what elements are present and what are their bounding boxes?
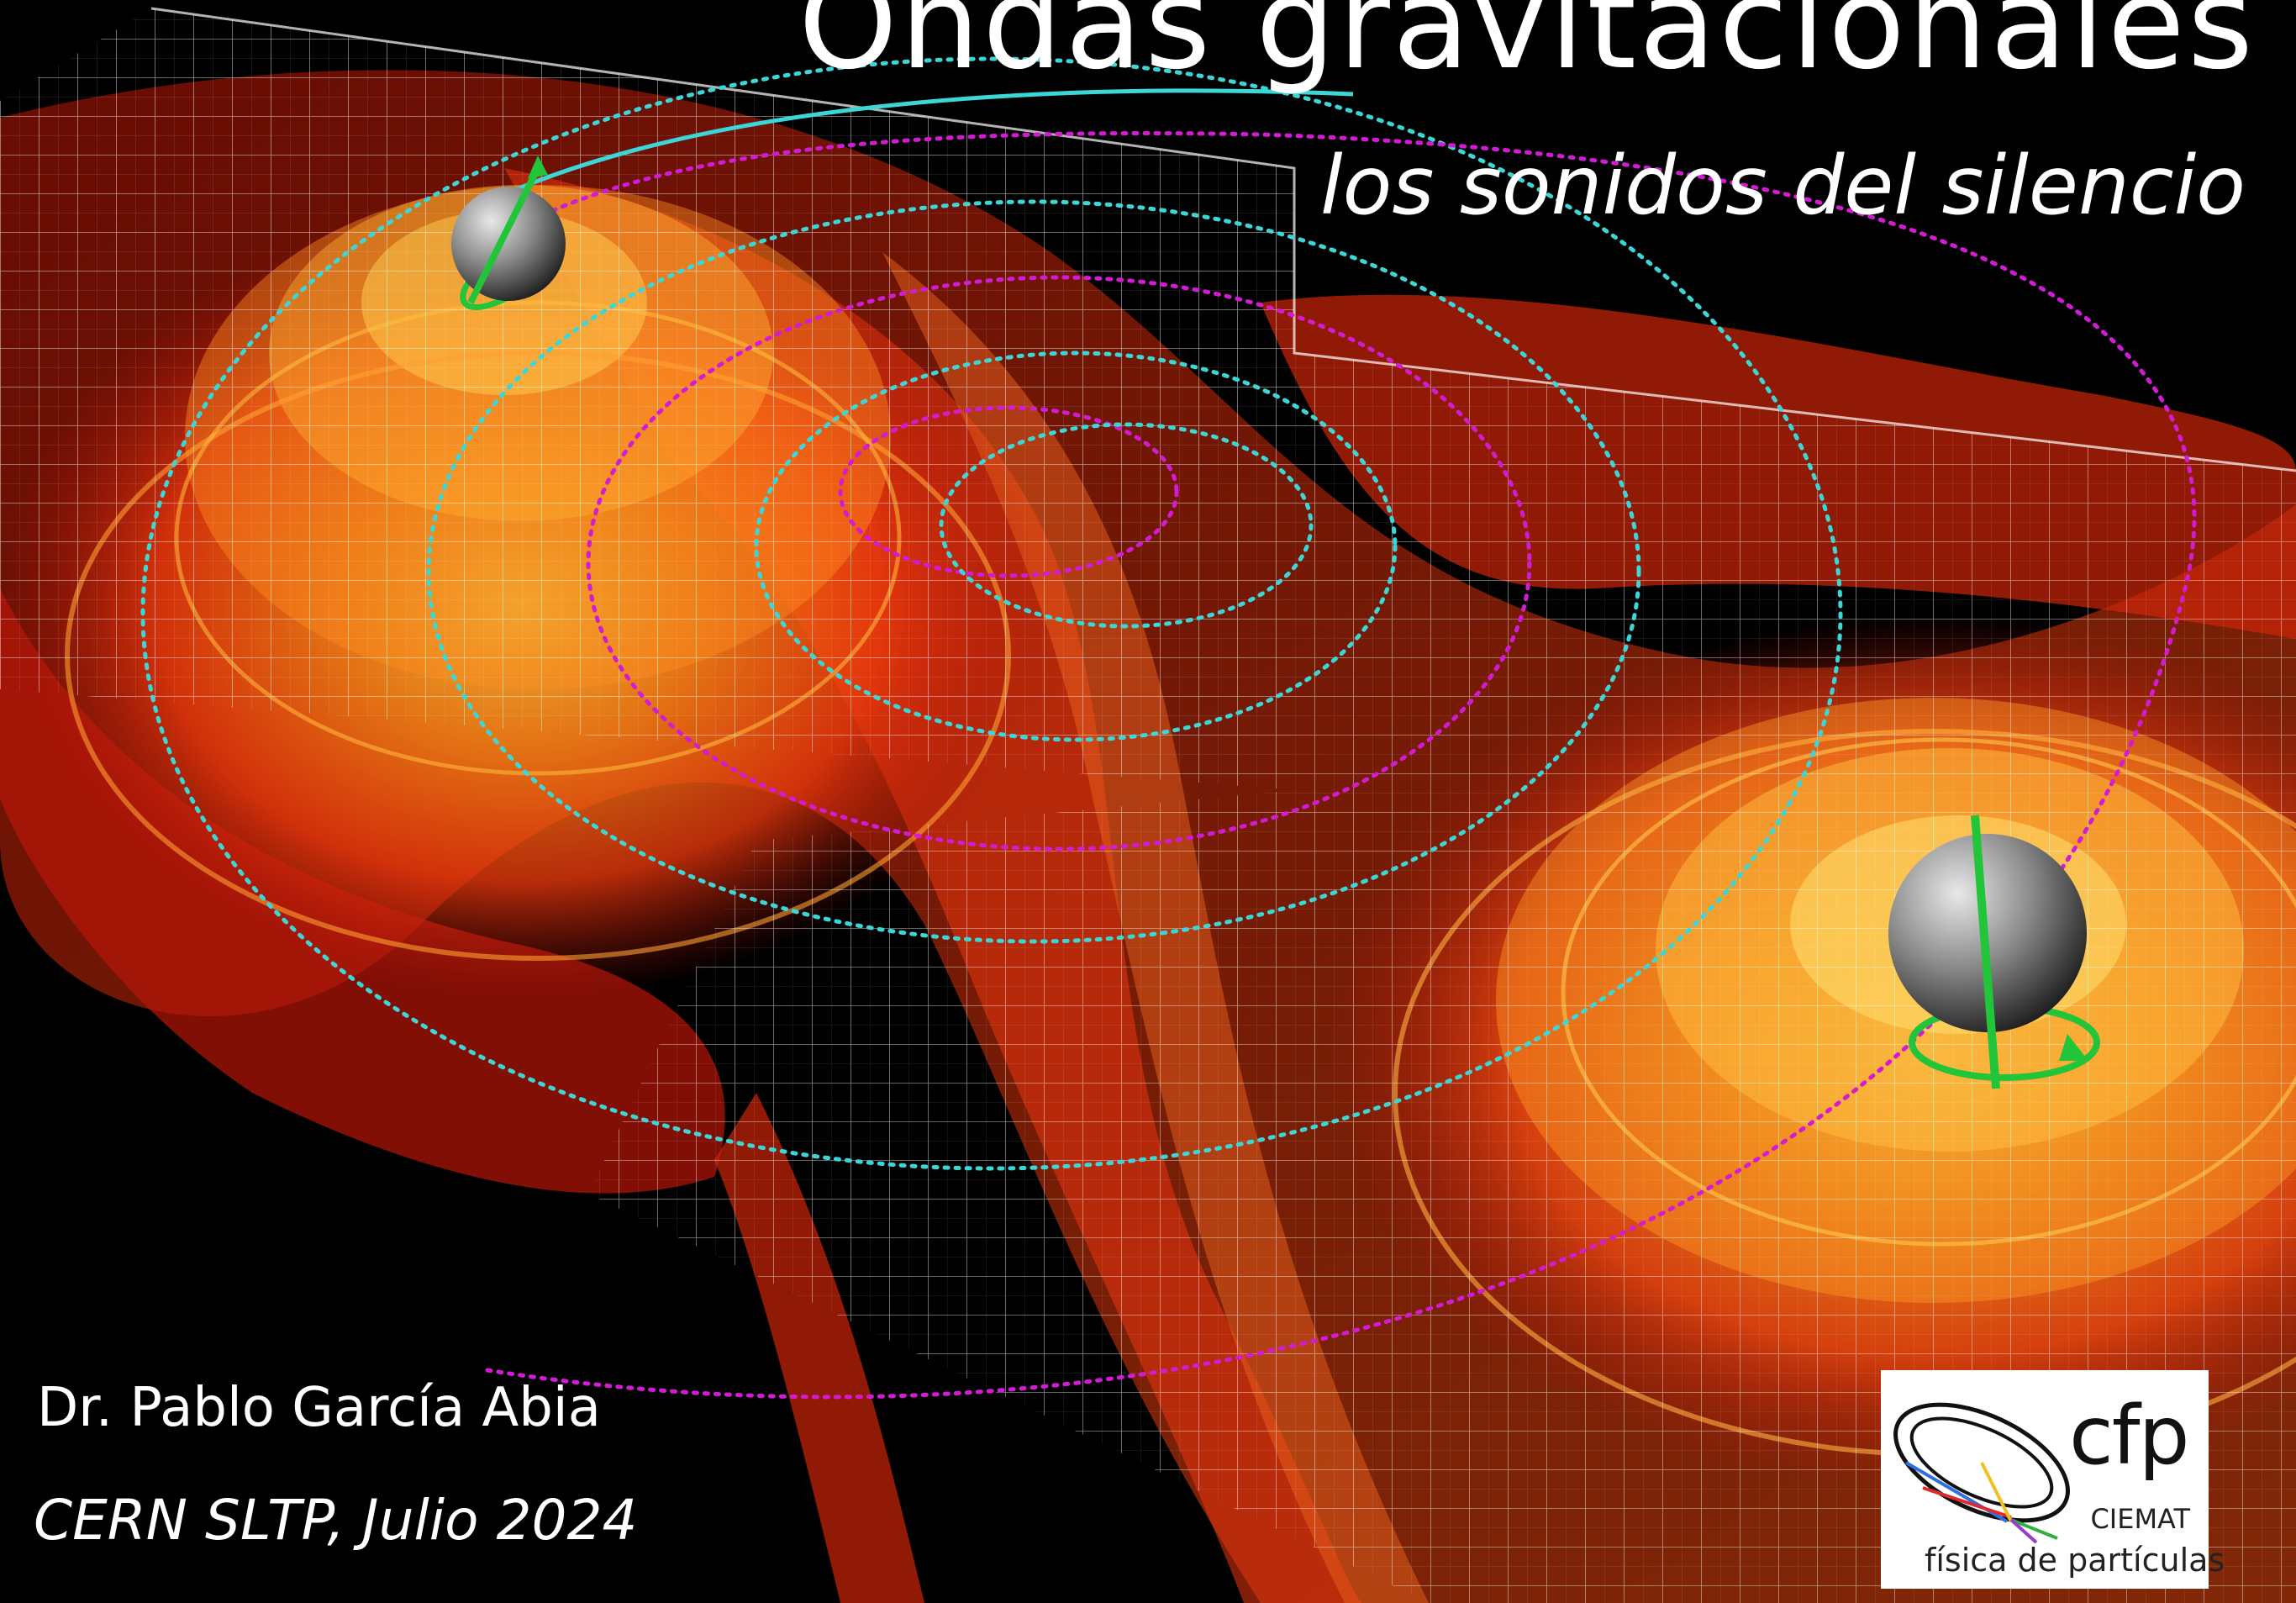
black-hole-sphere-icon xyxy=(1888,815,2100,1089)
slide-title: Ondas gravitacionales xyxy=(798,0,2256,98)
author-name: Dr. Pablo García Abia xyxy=(37,1377,601,1439)
logo-tagline: física de partículas xyxy=(1925,1542,2225,1579)
logo-organization: CIEMAT xyxy=(2090,1503,2190,1535)
event-date: CERN SLTP, Julio 2024 xyxy=(34,1488,638,1553)
orbit-trail-head xyxy=(469,88,1354,213)
slide-subtitle: los sonidos del silencio xyxy=(1319,139,2246,233)
spacetime-grid xyxy=(0,7,2296,1603)
black-hole-sphere-icon xyxy=(451,156,566,310)
logo-letters: cfp xyxy=(2069,1389,2190,1483)
cfp-ciemat-logo: cfp CIEMAT física de partículas xyxy=(1881,1370,2225,1589)
orbit-trail-icon xyxy=(140,56,2197,1400)
particle-tracks-icon xyxy=(1893,1402,2070,1544)
